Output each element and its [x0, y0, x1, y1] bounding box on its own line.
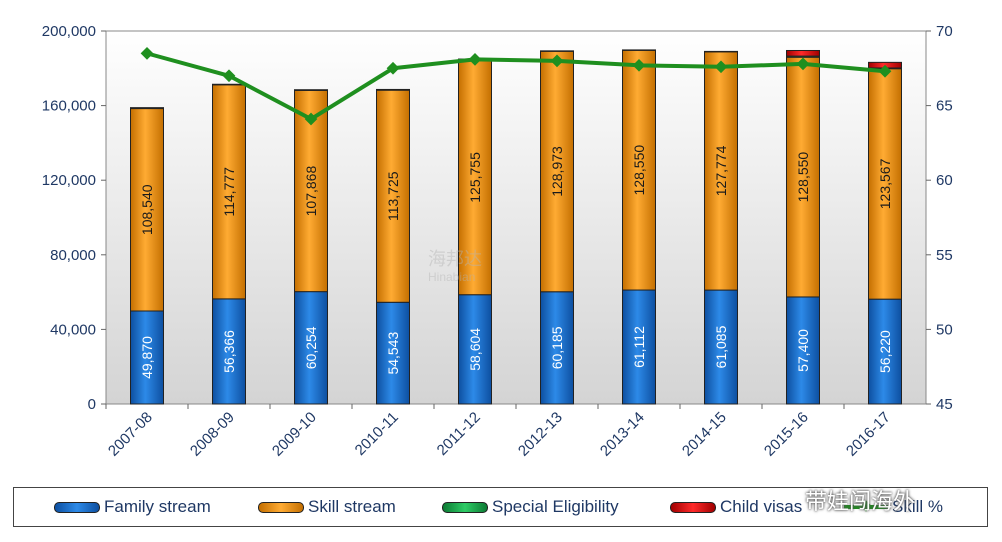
bar-special-eligibility	[704, 50, 738, 53]
bar-label-skill: 127,774	[713, 145, 729, 196]
bar-label-skill: 128,973	[549, 146, 565, 197]
right-axis-tick-label: 60	[936, 172, 953, 189]
right-axis-tick-label: 45	[936, 396, 953, 413]
bar-family	[212, 298, 246, 405]
bar-label-family: 57,400	[795, 329, 811, 372]
x-axis-tick-label: 2015-16	[761, 409, 812, 460]
legend-swatch-family	[54, 501, 100, 513]
right-axis-tick-label: 65	[936, 98, 953, 115]
watermark-line2: Hinabian	[428, 270, 476, 284]
bar-special-eligibility	[540, 50, 574, 52]
bar-child-visas	[786, 49, 820, 57]
legend: Family stream Skill stream Special Eligi…	[13, 487, 988, 527]
skill-percent-point	[222, 69, 236, 83]
right-axis: 45 50 55 60 65 70	[926, 23, 953, 413]
bar-skill	[704, 51, 738, 291]
bar-family	[786, 296, 820, 405]
legend-swatch-child	[670, 501, 716, 513]
bar-skill	[458, 59, 492, 296]
left-axis-tick-label: 200,000	[42, 23, 96, 40]
bar-label-skill: 113,725	[385, 171, 401, 221]
x-axis-tick-label: 2013-14	[597, 409, 648, 460]
x-axis-tick-label: 2014-15	[679, 409, 730, 460]
legend-item-family: Family stream	[54, 488, 211, 526]
left-axis-tick-label: 0	[88, 396, 96, 413]
bar-family	[540, 291, 574, 405]
bar-special-eligibility	[622, 49, 656, 51]
skill-percent-point	[468, 52, 482, 66]
bar-label-skill: 108,540	[139, 184, 155, 235]
bar-skill	[622, 49, 656, 291]
bar-label-family: 61,112	[631, 326, 647, 368]
right-axis-tick-label: 50	[936, 321, 953, 338]
legend-item-skill-percent: Skill %	[844, 488, 943, 526]
skill-percent-line-path	[146, 51, 886, 122]
x-axis-tick-label: 2011-12	[434, 409, 484, 459]
bar-family	[294, 291, 328, 405]
bar-label-family: 56,366	[221, 330, 237, 373]
legend-label-child: Child visas	[720, 497, 803, 516]
x-axis-tick-label: 2009-10	[269, 409, 320, 460]
bar-special-eligibility	[130, 107, 164, 110]
bar-special-eligibility	[376, 88, 410, 91]
legend-label-special: Special Eligibility	[492, 497, 619, 516]
bar-skill	[376, 89, 410, 303]
right-axis-tick-label: 70	[936, 23, 953, 40]
bars: 49,870 108,540 56,366 114,777 60,254 107,868 5…	[130, 49, 902, 405]
bar-family	[704, 289, 738, 405]
bar-label-family: 60,254	[303, 326, 319, 369]
x-axis-tick-label: 2016-17	[843, 409, 894, 460]
legend-item-child: Child visas	[670, 488, 802, 526]
x-axis-tick-label: 2008-09	[187, 409, 238, 460]
skill-percent-point	[304, 112, 318, 126]
legend-swatch-special	[442, 501, 488, 513]
legend-label-skill-percent: Skill %	[892, 497, 944, 516]
left-axis-tick-label: 160,000	[42, 98, 96, 115]
bar-label-family: 54,543	[385, 332, 401, 375]
bar-skill	[868, 68, 902, 300]
watermark: 海邦达 Hinabian	[428, 250, 482, 286]
bar-label-skill: 128,550	[795, 152, 811, 203]
bar-special-eligibility	[212, 83, 246, 86]
bar-label-skill: 114,777	[221, 167, 237, 217]
bar-label-family: 49,870	[139, 336, 155, 379]
left-axis-tick-label: 40,000	[50, 321, 96, 338]
x-axis-tick-label: 2010-11	[352, 409, 402, 459]
legend-swatch-skill-percent	[844, 500, 888, 512]
bar-special-eligibility	[294, 89, 328, 91]
legend-label-family: Family stream	[104, 497, 211, 516]
bar-label-skill: 125,755	[467, 152, 483, 203]
x-axis-tick-label: 2012-13	[515, 409, 566, 460]
x-axis: 2007-08 2008-09 2009-10 2010-11 2011-12 2012-…	[105, 404, 894, 460]
wechat-watermark: 带娃闯海外	[805, 489, 916, 514]
bar-label-skill: 128,550	[631, 145, 647, 196]
bar-label-family: 60,185	[549, 326, 565, 369]
bar-family	[868, 298, 902, 405]
legend-item-special: Special Eligibility	[442, 488, 619, 526]
bar-label-skill: 107,868	[303, 166, 319, 217]
left-axis-tick-label: 120,000	[42, 172, 96, 189]
bar-label-skill: 123,567	[877, 158, 893, 209]
bar-skill	[212, 84, 246, 300]
x-axis-tick-label: 2007-08	[105, 409, 156, 460]
bar-family	[376, 301, 410, 405]
right-axis-tick-label: 55	[936, 247, 953, 264]
bar-label-family: 56,220	[877, 330, 893, 373]
legend-item-skill: Skill stream	[258, 488, 396, 526]
skill-percent-point	[386, 61, 400, 75]
bar-label-family: 58,604	[467, 328, 483, 371]
bar-family	[458, 294, 492, 405]
legend-swatch-skill	[258, 501, 304, 513]
bar-label-family: 61,085	[713, 325, 729, 368]
left-axis: 0 40,000 80,000 120,000 160,000 200,000	[42, 23, 106, 413]
bar-skill	[540, 50, 574, 293]
watermark-line1: 海邦达	[428, 249, 482, 269]
legend-label-skill: Skill stream	[308, 497, 396, 516]
skill-percent-point	[140, 47, 154, 60]
left-axis-tick-label: 80,000	[50, 247, 96, 264]
